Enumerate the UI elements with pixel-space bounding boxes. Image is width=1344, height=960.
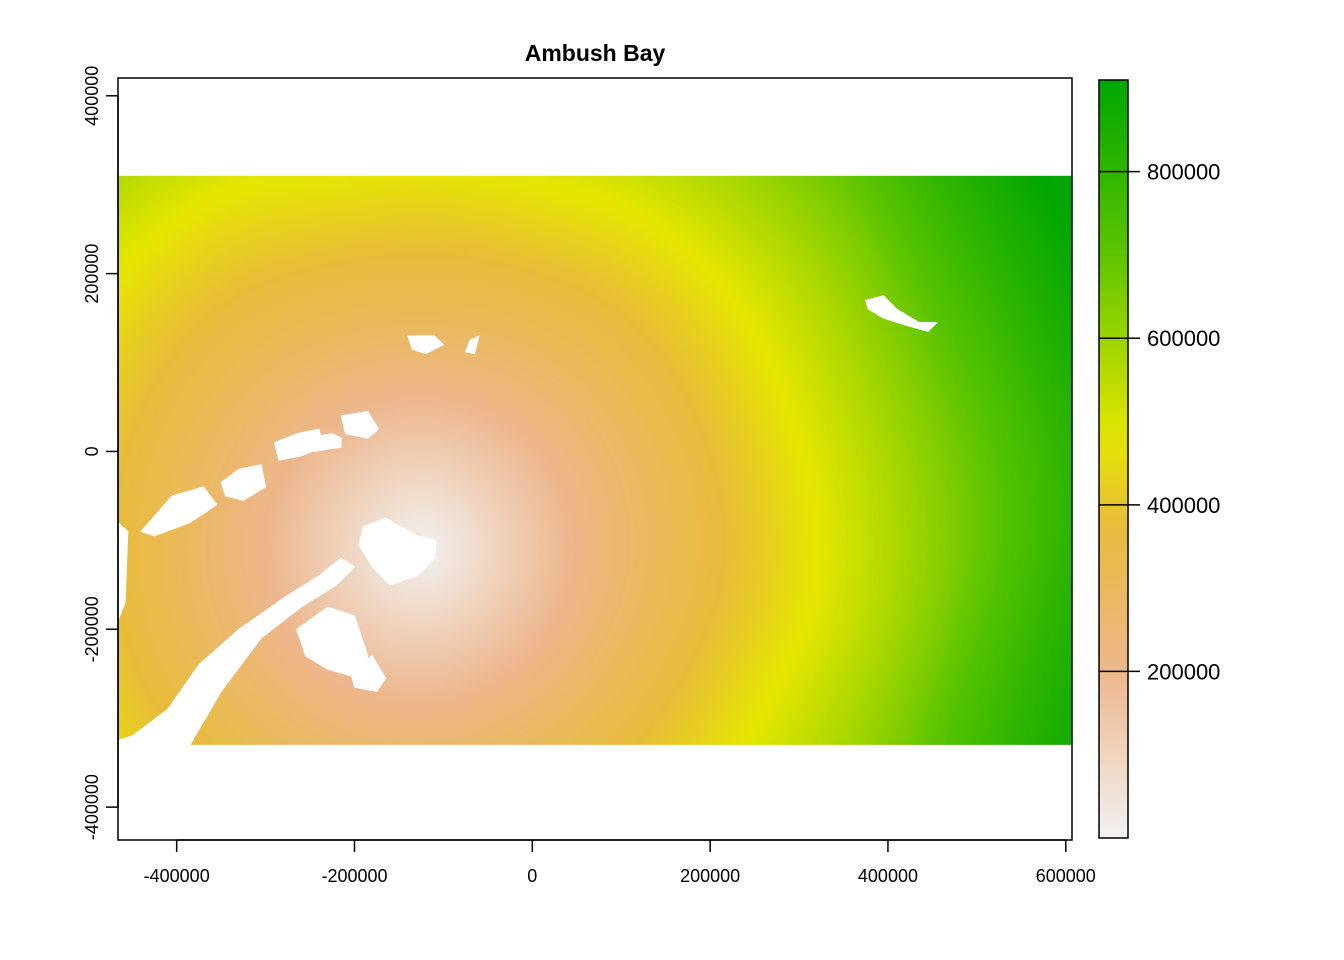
y-tick-label: 400000 (82, 66, 102, 126)
x-tick-label: -400000 (144, 866, 210, 886)
land-peninsula (118, 557, 356, 746)
legend-ticks: 200000 400000 600000 800000 (1099, 160, 1220, 684)
x-tick-label: 0 (527, 866, 537, 886)
land-arc-4 (304, 433, 342, 452)
land-north-1 (407, 335, 445, 355)
land-island-center (358, 517, 437, 586)
land-north-2 (464, 334, 480, 355)
land-arc-1 (140, 486, 218, 537)
y-tick-label: -200000 (82, 596, 102, 662)
y-tick-label: -400000 (82, 774, 102, 840)
x-axis: -400000 -200000 0 200000 400000 600000 (144, 839, 1096, 886)
y-tick-label: 0 (82, 446, 102, 456)
land-northeast (865, 295, 939, 332)
land-island-south-2 (349, 655, 387, 693)
color-legend: 200000 400000 600000 800000 (1098, 79, 1220, 839)
masked-land (118, 295, 939, 746)
x-tick-label: 200000 (680, 866, 740, 886)
distance-raster-image (118, 175, 1072, 745)
legend-tick-label: 400000 (1147, 493, 1220, 518)
legend-color-bar (1098, 79, 1129, 839)
x-tick-label: 600000 (1036, 866, 1096, 886)
land-arc-2 (220, 464, 267, 501)
land-west-coast-sliver (118, 521, 129, 621)
distance-raster (118, 175, 1072, 745)
x-tick-label: -200000 (321, 866, 387, 886)
legend-tick-label: 800000 (1147, 160, 1220, 185)
y-axis: -400000 -200000 0 200000 400000 (82, 66, 119, 840)
land-arc-5 (340, 410, 380, 439)
map-title: Ambush Bay (525, 40, 666, 66)
legend-tick-label: 600000 (1147, 326, 1220, 351)
legend-tick-label: 200000 (1147, 659, 1220, 684)
x-tick-label: 400000 (858, 866, 918, 886)
y-tick-label: 200000 (82, 244, 102, 304)
